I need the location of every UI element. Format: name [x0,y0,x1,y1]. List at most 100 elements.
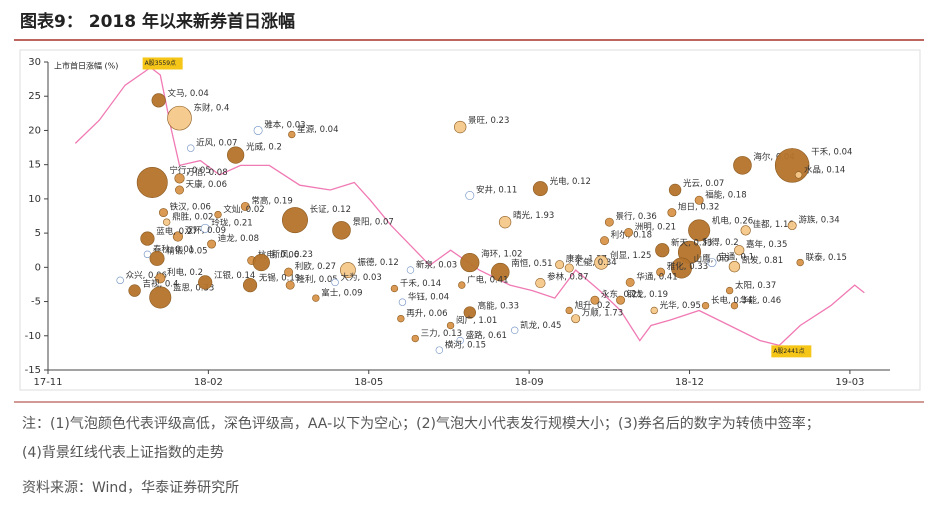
bubble-label: 常高, 0.19 [251,195,292,206]
bubble [398,298,407,306]
bubble [149,250,165,266]
bubble [242,278,258,293]
bubble [435,346,444,354]
bubble-label: 凯龙, 0.45 [520,320,561,331]
bubble-label: 嘉年, 0.35 [746,239,787,250]
bubble [604,217,614,227]
bubble-label: 江银, 0.14 [214,270,255,281]
bubble [490,262,510,282]
annotation: A股2441点 [773,347,804,355]
x-tick-label: 18-05 [354,377,383,388]
bubble-label: 太阳, 0.37 [735,280,776,291]
bubble-label: 迪龙, 0.08 [218,233,259,244]
bubble [285,280,295,290]
bubble [458,281,466,289]
bubble-label: 众兴, 0.06 [126,271,167,281]
note: (4)背景红线代表上证指数的走势 [22,445,224,461]
y-tick-label: 0 [35,262,41,273]
bubble [794,171,803,179]
bubble-label: 光威, 0.2 [246,142,282,153]
bubble [624,227,634,237]
bubble [465,191,475,200]
bubble [397,314,405,323]
bubble [151,93,166,108]
bubble-label: 无锡, 0.19 [259,274,300,284]
bubble [140,231,155,246]
bubble-label: 近风, 0.07 [196,138,237,149]
bubble [564,263,574,273]
annotation-box [771,345,812,358]
bubble [594,255,609,270]
bubble-label: 晴光, 1.93 [513,210,554,221]
bubble [565,306,573,315]
x-tick-label: 18-12 [675,377,704,388]
bubble-label: 永东, 0.21 [601,289,642,300]
bubble [406,266,415,274]
bubble-label: 华能, 0.46 [740,295,781,306]
bubble-label: 机电, 0.26 [712,215,753,226]
bubble-label: 广电, 0.41 [467,275,508,286]
bubble [390,284,399,293]
bubble [707,258,717,267]
bubble [159,208,168,218]
y-tick-label: -10 [25,331,41,342]
bubble [590,295,600,305]
bubble-label: 盛路, 0.61 [466,330,507,341]
bubble-label: 宝通, 0.1 [718,252,754,263]
bubble [460,252,480,273]
bubble-label: 康泰, 1.27 [566,254,607,265]
bubble [725,286,734,295]
bubble [694,195,704,205]
bubble-label: 铁汉, 0.06 [170,202,211,213]
bubble [162,218,171,226]
bubble-label: 高能, 0.33 [478,300,519,311]
bubble [796,258,804,267]
page-title: 图表9： 2018 年以来新券首日涨幅 [20,11,295,32]
bubble-label: 利欧, 0.27 [295,261,336,272]
bubble-label: 光云, 0.07 [683,178,724,189]
bubble [281,207,308,234]
y-tick-label: -5 [31,297,41,308]
bubble-label: 横河, 0.15 [445,340,486,351]
y-tick-label: 20 [28,125,41,136]
bubble-label: 景行, 0.36 [615,211,656,222]
bubble [456,336,464,345]
bubble-label: 三力, 0.13 [421,328,462,339]
bubble-label: 阅广, 1.01 [456,315,497,326]
index-line [74,66,865,347]
bubble-label: 长证, 0.12 [310,204,351,215]
bubble-label: 凯发, 0.81 [742,255,783,266]
bubble [511,326,519,334]
bubble-label: 新天, 0.33 [671,238,712,249]
bubble [730,301,739,310]
bubble-label: 景旺, 0.23 [468,116,509,126]
bubble-label: 鼎胜, 0.02 [172,212,213,223]
bubble-label: 利电, 0.2 [167,267,203,278]
bubble [172,231,184,242]
bubble-label: 吉视, 0.4 [142,279,178,290]
x-tick-label: 18-09 [515,377,544,388]
bubble-label: 旭升, 0.2 [575,300,611,311]
bubble-label: 隆利, 0.05 [296,274,337,285]
bubble-label: 天康, 0.06 [186,179,227,190]
bubble [787,221,797,231]
bubble-label: 水晶, 0.14 [804,164,845,175]
bubble-label: 千禾, 0.14 [400,278,441,289]
bubble-label: 华钰, 0.04 [408,292,449,303]
bubble [446,321,455,330]
bubble-label: 联泰, 0.15 [806,252,847,263]
bubble [571,314,581,324]
bubble-label: 大为, 0.03 [340,272,381,283]
y-tick-label: 15 [28,160,41,171]
bubble-label: 光电, 0.12 [550,176,591,187]
bubble-label: 再升, 0.06 [406,308,447,319]
bubble [240,201,250,211]
bubble [600,236,609,246]
bubble [175,185,184,195]
bubble-label: 新凤, 0.23 [272,249,313,260]
bubble-label: 新泉, 0.03 [416,260,457,271]
bubble-label: 雅本, 0.03 [264,119,305,130]
bubble-label: 创显, 1.25 [610,250,651,261]
x-tick-label: 17-11 [33,377,62,388]
